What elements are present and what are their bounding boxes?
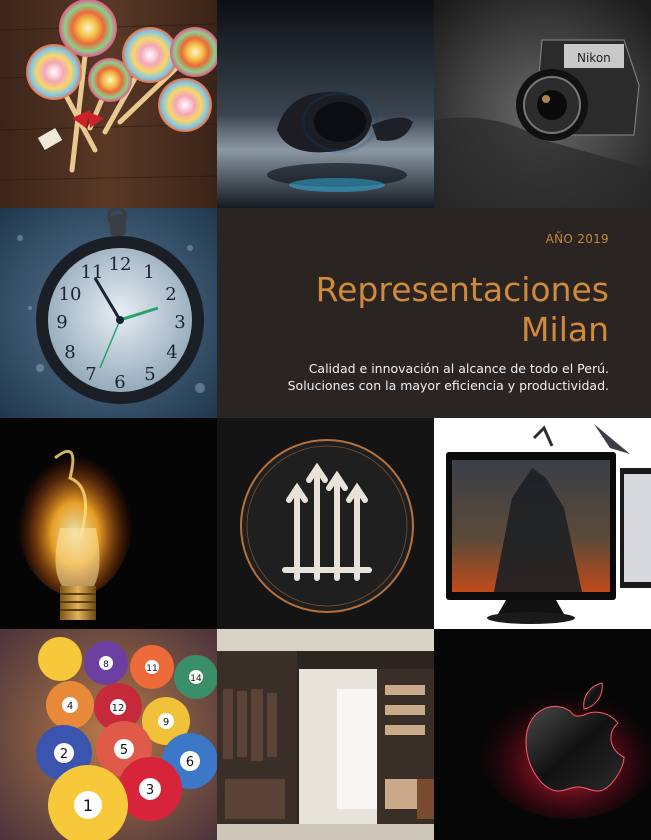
ball-number-4: 4 <box>67 701 73 712</box>
watch-numeral-6: 6 <box>114 372 125 393</box>
ball-number-5: 5 <box>120 743 128 758</box>
burning-light-bulb-photo <box>0 418 217 629</box>
ball-number-3: 3 <box>146 783 154 798</box>
watch-numeral-4: 4 <box>166 342 177 363</box>
ball-number-1: 1 <box>83 796 93 815</box>
watch-numeral-12: 12 <box>109 254 132 275</box>
walk-in-closet-photo <box>217 629 434 840</box>
camera-brand-text: Nikon <box>577 51 611 65</box>
company-title-line-2: Milan <box>521 310 609 349</box>
blue-speaker-photo <box>217 0 434 208</box>
ball-number-2: 2 <box>60 747 68 762</box>
monitor-display-photo <box>434 418 651 629</box>
ball-number-9: 9 <box>163 717 169 728</box>
watch-numeral-10: 10 <box>59 284 82 305</box>
ball-number-12: 12 <box>112 703 125 714</box>
glowing-apple-logo <box>434 629 651 840</box>
watch-numeral-3: 3 <box>174 312 185 333</box>
ball-number-6: 6 <box>186 755 194 770</box>
watch-numeral-1: 1 <box>143 262 154 283</box>
company-title-line-1: Representaciones <box>315 270 609 309</box>
billiard-balls-photo: 1 2 3 4 5 6 8 9 11 12 14 <box>0 629 217 840</box>
frozen-pocket-watch-photo: 12 1 2 3 4 5 6 7 8 9 10 11 <box>0 208 217 418</box>
watch-numeral-11: 11 <box>81 262 104 283</box>
year-label: AÑO 2019 <box>545 232 609 246</box>
company-title: Representaciones Milan <box>316 270 609 350</box>
watch-numeral-8: 8 <box>64 342 75 363</box>
nikon-camera-photo: Nikon <box>434 0 651 208</box>
cover-title-panel: AÑO 2019 Representaciones Milan Calidad … <box>217 208 651 418</box>
watch-numeral-7: 7 <box>85 364 96 385</box>
emblem-logo <box>217 418 434 629</box>
watch-numeral-5: 5 <box>144 364 155 385</box>
ball-number-14: 14 <box>190 674 202 684</box>
company-tagline: Calidad e innovación al alcance de todo … <box>287 361 609 393</box>
watch-numeral-2: 2 <box>165 284 176 305</box>
watch-numeral-9: 9 <box>56 312 67 333</box>
ball-number-11: 11 <box>146 664 157 674</box>
lollipops-photo <box>0 0 217 208</box>
ball-number-8: 8 <box>103 660 109 670</box>
